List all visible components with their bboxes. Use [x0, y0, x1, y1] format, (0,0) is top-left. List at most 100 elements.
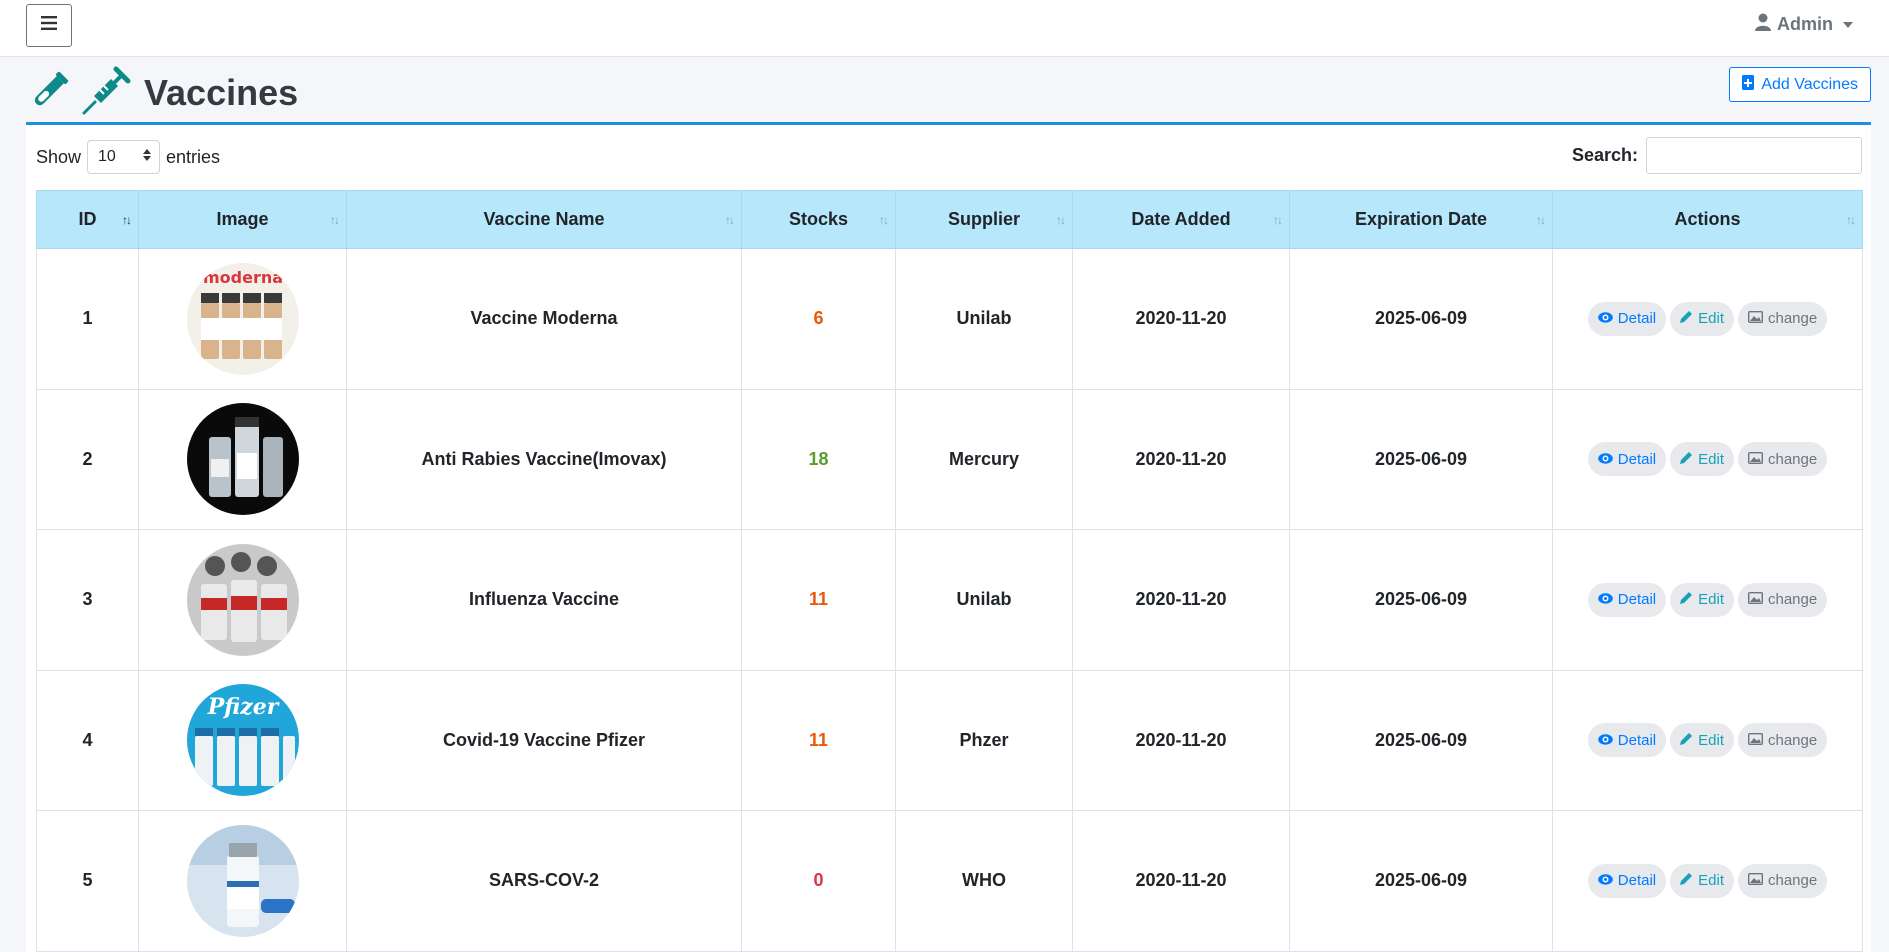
table-header-row: ID ↑↓ Image ↑↓ Vaccine Name ↑↓ Stocks ↑↓ Sup… [36, 190, 1863, 249]
cell-date-added: 2020-11-20 [1072, 669, 1290, 811]
column-header-expiration-date[interactable]: Expiration Date ↑↓ [1289, 190, 1553, 249]
search-input[interactable] [1646, 137, 1862, 174]
user-menu[interactable]: Admin [1755, 13, 1853, 36]
sort-icon: ↑↓ [1056, 212, 1066, 227]
edit-button[interactable]: Edit [1670, 301, 1734, 336]
flask-icon [26, 68, 72, 119]
detail-button[interactable]: Detail [1587, 301, 1667, 336]
column-header-image[interactable]: Image ↑↓ [138, 190, 347, 249]
sort-icon: ↑↓ [1846, 212, 1856, 227]
vaccine-thumbnail [139, 403, 346, 516]
eye-icon [1597, 732, 1613, 749]
table-row: 3 Influenza Vaccine 11 Unilab 2020-11-20 2025… [36, 529, 1863, 671]
page-length-select[interactable]: 10 [87, 140, 161, 174]
edit-button[interactable]: Edit [1670, 442, 1734, 477]
edit-label: Edit [1698, 310, 1724, 328]
cell-vaccine-name: Covid-19 Vaccine Pfizer [346, 669, 742, 811]
change-image-button[interactable]: change [1738, 442, 1828, 477]
vaccine-thumbnail: Pfizer [139, 684, 346, 797]
cell-expiration-date: 2025-06-09 [1289, 248, 1553, 390]
change-label: change [1768, 731, 1818, 749]
cell-vaccine-name: Anti Rabies Vaccine(Imovax) [346, 388, 742, 530]
cell-image [138, 810, 347, 952]
eye-icon [1597, 451, 1613, 468]
change-image-button[interactable]: change [1738, 863, 1828, 898]
column-header-supplier[interactable]: Supplier ↑↓ [895, 190, 1073, 249]
edit-label: Edit [1698, 731, 1724, 749]
cell-expiration-date: 2025-06-09 [1289, 529, 1553, 671]
image-icon [1747, 591, 1764, 608]
sort-icon: ↑↓ [1273, 212, 1283, 227]
pencil-icon [1680, 451, 1693, 468]
chevron-down-icon [1843, 21, 1853, 28]
cell-expiration-date: 2025-06-09 [1289, 810, 1553, 952]
entries-label: entries [166, 146, 221, 167]
cell-id: 4 [36, 669, 139, 811]
change-label: change [1768, 591, 1818, 609]
pencil-icon [1680, 872, 1693, 889]
cell-stocks: 11 [741, 529, 896, 671]
cell-vaccine-name: SARS-COV-2 [346, 810, 742, 952]
add-vaccines-label: Add Vaccines [1761, 75, 1858, 93]
eye-icon [1597, 310, 1613, 327]
edit-button[interactable]: Edit [1670, 863, 1734, 898]
page-title: Vaccines [144, 72, 299, 113]
detail-label: Detail [1617, 310, 1657, 328]
column-header-actions[interactable]: Actions ↑↓ [1552, 190, 1863, 249]
column-header-stocks[interactable]: Stocks ↑↓ [741, 190, 896, 249]
change-image-button[interactable]: change [1738, 723, 1828, 758]
cell-date-added: 2020-11-20 [1072, 388, 1290, 530]
cell-expiration-date: 2025-06-09 [1289, 388, 1553, 530]
cell-stocks: 0 [741, 810, 896, 952]
cell-vaccine-name: Vaccine Moderna [346, 248, 742, 390]
table-row: 5 SARS-COV-2 0 WHO 2020-11-20 2025-06-09 Detai… [36, 810, 1863, 952]
detail-button[interactable]: Detail [1587, 582, 1667, 617]
column-header-date-added[interactable]: Date Added ↑↓ [1072, 190, 1290, 249]
search-label: Search: [1571, 145, 1638, 165]
eye-icon [1597, 872, 1613, 889]
detail-label: Detail [1617, 731, 1657, 749]
image-icon [1747, 310, 1764, 327]
vaccine-thumbnail [139, 824, 346, 937]
cell-image: moderna [138, 248, 347, 390]
cell-actions: Detail Edit change [1552, 529, 1863, 671]
add-vaccines-button[interactable]: Add Vaccines [1729, 67, 1871, 102]
edit-label: Edit [1698, 450, 1724, 468]
svg-text:moderna: moderna [202, 268, 282, 287]
change-image-button[interactable]: change [1738, 301, 1828, 336]
column-header-id[interactable]: ID ↑↓ [36, 190, 139, 249]
cell-id: 5 [36, 810, 139, 952]
cell-actions: Detail Edit change [1552, 388, 1863, 530]
pencil-icon [1680, 310, 1693, 327]
detail-button[interactable]: Detail [1587, 723, 1667, 758]
cell-date-added: 2020-11-20 [1072, 529, 1290, 671]
change-image-button[interactable]: change [1738, 582, 1828, 617]
column-header-vaccine-name[interactable]: Vaccine Name ↑↓ [346, 190, 742, 249]
detail-button[interactable]: Detail [1587, 863, 1667, 898]
cell-supplier: Unilab [895, 529, 1073, 671]
sort-asc-icon: ↑↓ [122, 212, 132, 227]
select-arrows-icon [143, 148, 152, 166]
pencil-icon [1680, 732, 1693, 749]
cell-supplier: Mercury [895, 388, 1073, 530]
sort-icon: ↑↓ [725, 212, 735, 227]
hamburger-icon [41, 16, 57, 35]
svg-text:Pfizer: Pfizer [206, 694, 279, 720]
syringe-icon [80, 65, 132, 122]
edit-button[interactable]: Edit [1670, 582, 1734, 617]
cell-stocks: 18 [741, 388, 896, 530]
page-length-value: 10 [98, 148, 116, 165]
cell-stocks: 6 [741, 248, 896, 390]
menu-toggle-button[interactable] [26, 4, 72, 47]
cell-actions: Detail Edit change [1552, 810, 1863, 952]
image-icon [1747, 451, 1764, 468]
cell-actions: Detail Edit change [1552, 248, 1863, 390]
cell-supplier: WHO [895, 810, 1073, 952]
edit-button[interactable]: Edit [1670, 723, 1734, 758]
edit-label: Edit [1698, 872, 1724, 890]
user-icon [1755, 13, 1771, 36]
add-file-icon [1742, 74, 1755, 95]
cell-supplier: Unilab [895, 248, 1073, 390]
detail-button[interactable]: Detail [1587, 442, 1667, 477]
page-header: Vaccines [26, 66, 298, 120]
